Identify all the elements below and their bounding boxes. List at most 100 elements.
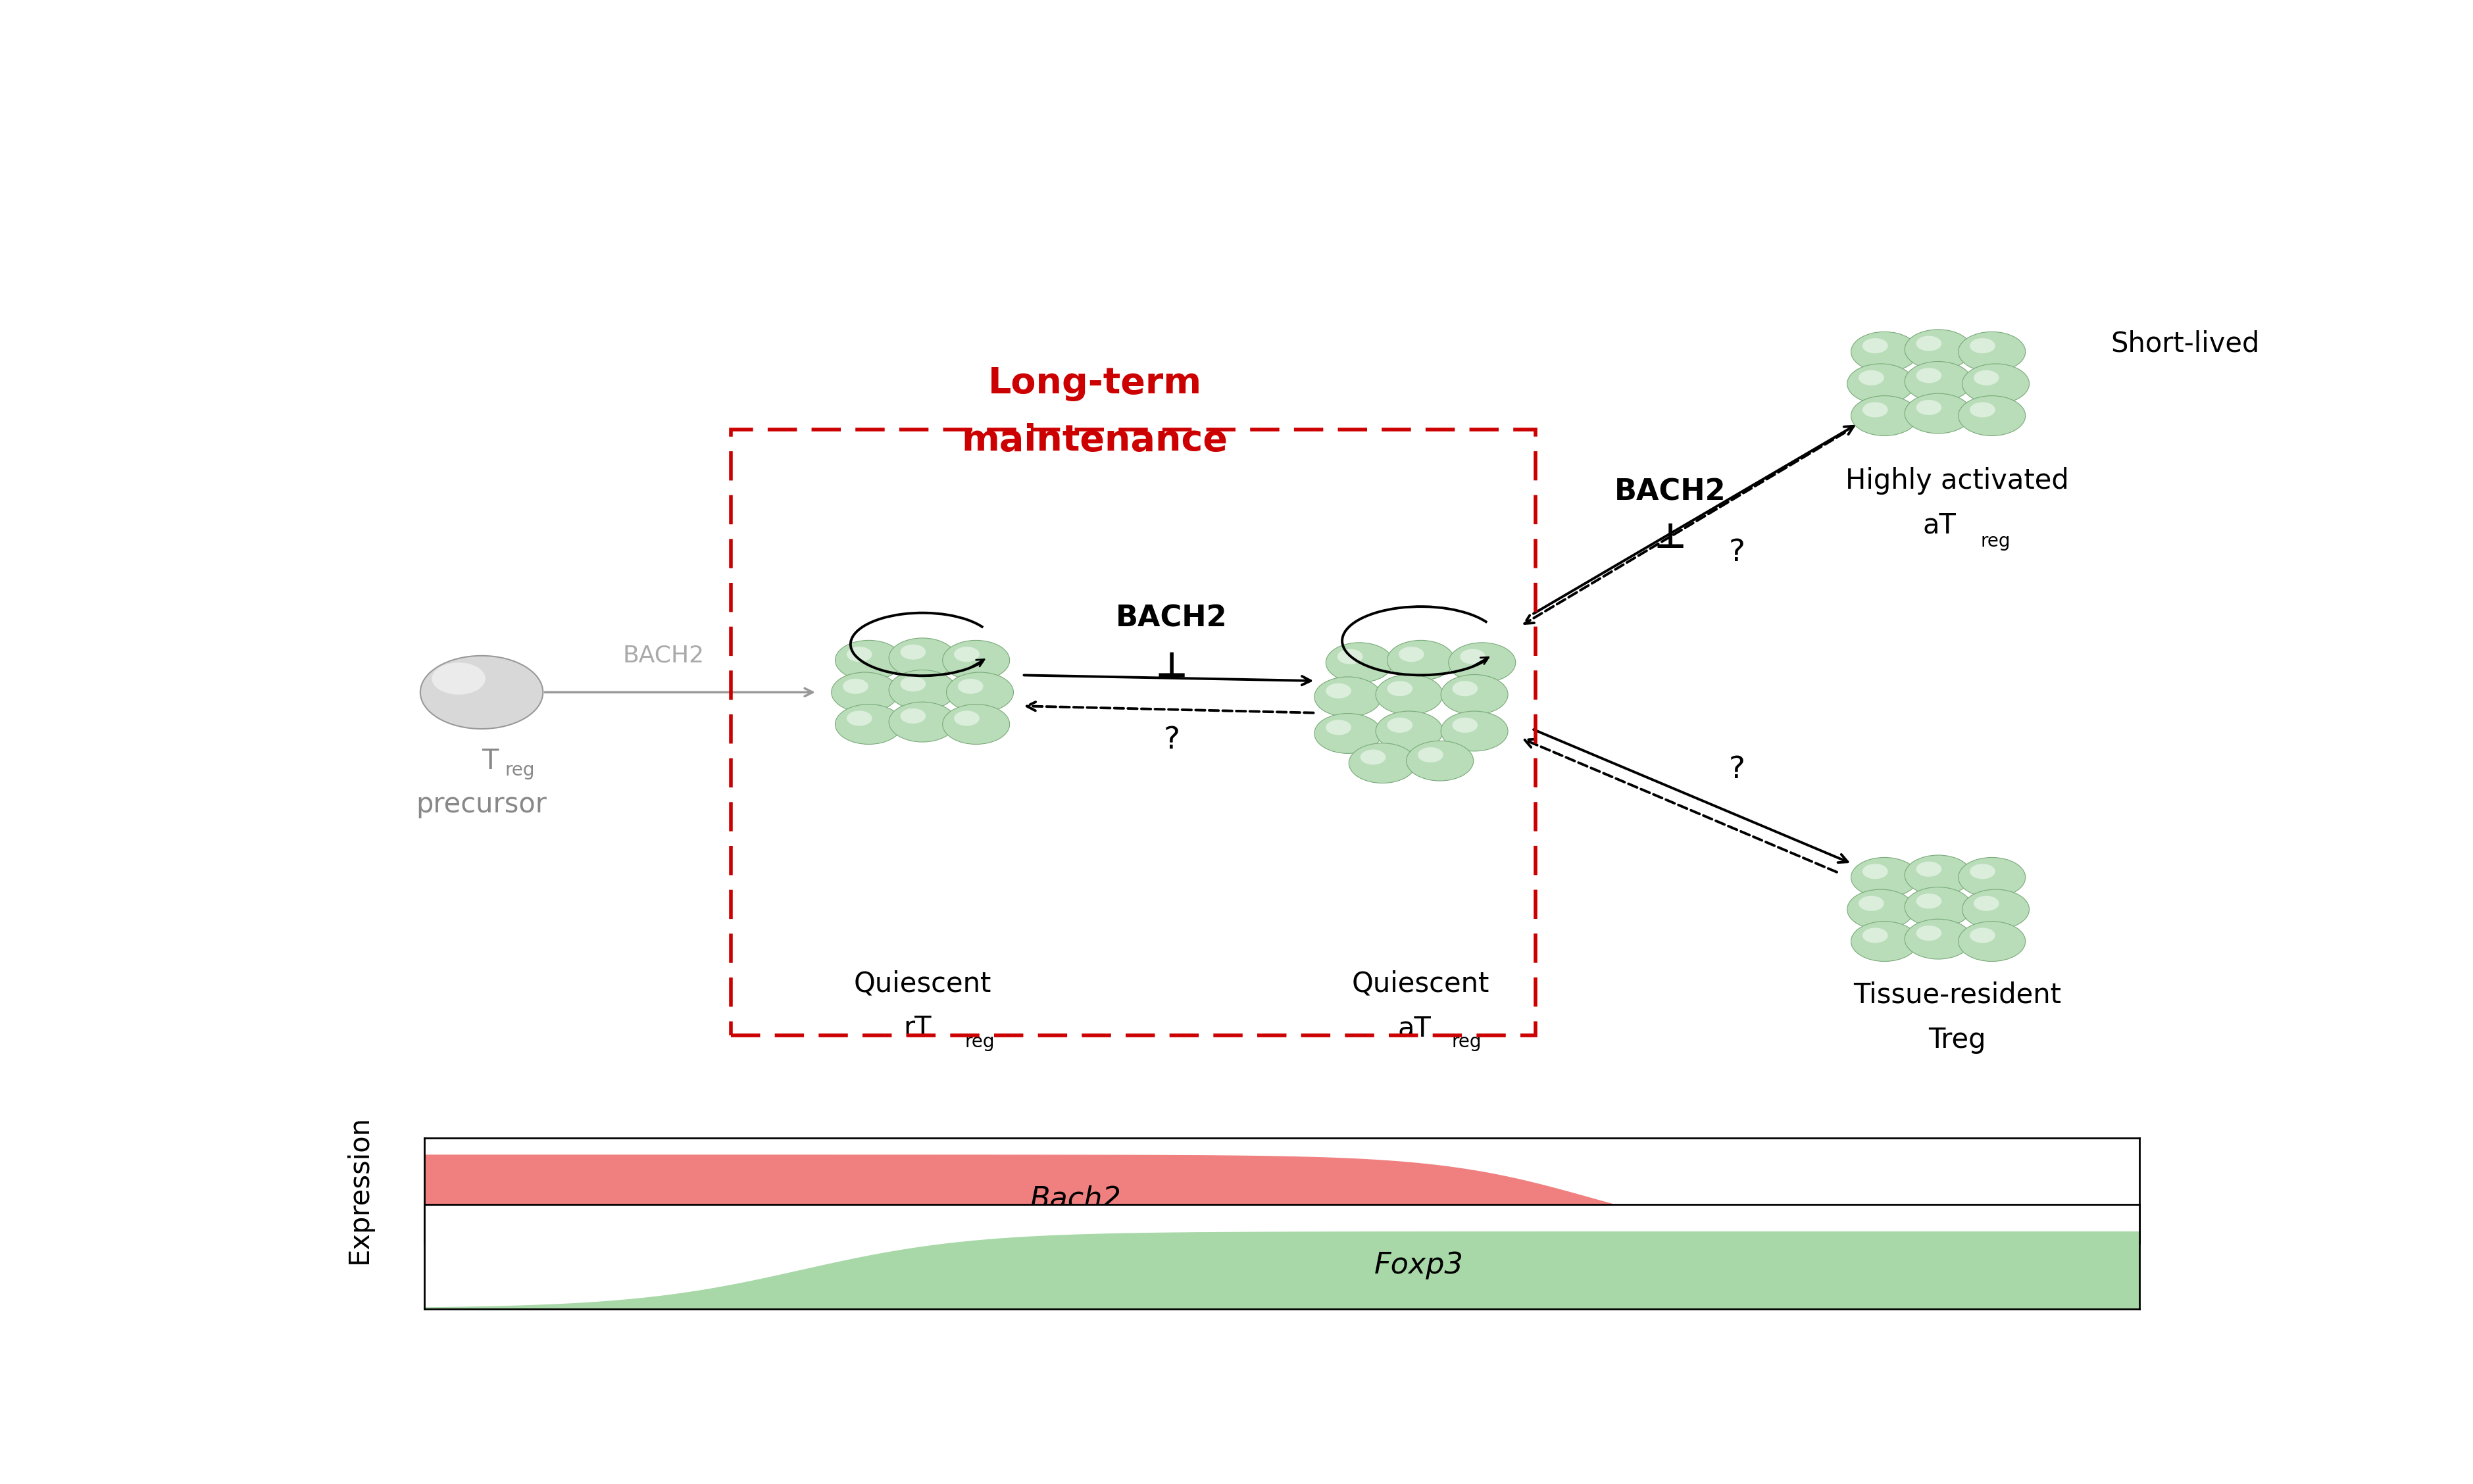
Circle shape xyxy=(1847,889,1914,929)
Circle shape xyxy=(942,705,1009,745)
Text: ⊥: ⊥ xyxy=(1654,521,1687,555)
Text: Highly activated: Highly activated xyxy=(1845,467,2070,494)
Circle shape xyxy=(1442,711,1509,751)
Circle shape xyxy=(1348,743,1417,784)
Circle shape xyxy=(1449,643,1516,683)
Circle shape xyxy=(1326,643,1392,683)
Circle shape xyxy=(1860,896,1884,911)
Circle shape xyxy=(900,677,925,692)
Circle shape xyxy=(1904,887,1971,928)
Circle shape xyxy=(1917,862,1941,877)
Text: reg: reg xyxy=(504,761,534,779)
Circle shape xyxy=(1904,329,1971,370)
Text: BACH2: BACH2 xyxy=(1615,478,1726,506)
Circle shape xyxy=(1969,338,1996,353)
Circle shape xyxy=(836,640,903,680)
Circle shape xyxy=(1917,399,1941,416)
Circle shape xyxy=(1313,714,1382,754)
Circle shape xyxy=(1904,362,1971,402)
Text: maintenance: maintenance xyxy=(962,423,1229,459)
Text: ?: ? xyxy=(1729,539,1746,568)
Circle shape xyxy=(1973,370,1998,386)
Text: BACH2: BACH2 xyxy=(623,644,705,666)
Text: Short-lived: Short-lived xyxy=(2112,329,2260,358)
Text: Quiescent: Quiescent xyxy=(1353,971,1489,997)
Circle shape xyxy=(1850,922,1919,962)
Text: reg: reg xyxy=(964,1033,994,1051)
Circle shape xyxy=(846,647,873,662)
Circle shape xyxy=(1973,896,1998,911)
Circle shape xyxy=(1959,922,2025,962)
Circle shape xyxy=(1961,889,2030,929)
Bar xyxy=(732,429,1536,1036)
Circle shape xyxy=(1904,393,1971,433)
Circle shape xyxy=(1961,364,2030,404)
Circle shape xyxy=(836,705,903,745)
Circle shape xyxy=(1459,649,1486,665)
Circle shape xyxy=(1917,926,1941,941)
Circle shape xyxy=(900,708,925,724)
Circle shape xyxy=(947,672,1014,712)
Circle shape xyxy=(1452,718,1479,733)
Circle shape xyxy=(1862,338,1887,353)
Circle shape xyxy=(1860,370,1884,386)
Text: Quiescent: Quiescent xyxy=(853,971,992,997)
Text: Long-term: Long-term xyxy=(989,367,1202,402)
Circle shape xyxy=(1917,335,1941,352)
Text: reg: reg xyxy=(1452,1033,1481,1051)
Text: reg: reg xyxy=(1981,533,2011,551)
Circle shape xyxy=(1969,864,1996,879)
Circle shape xyxy=(1969,402,1996,417)
Circle shape xyxy=(942,640,1009,680)
Circle shape xyxy=(1862,864,1887,879)
Text: Tissue-resident: Tissue-resident xyxy=(1852,981,2062,1009)
Text: ?: ? xyxy=(1729,755,1746,785)
Circle shape xyxy=(1417,748,1444,763)
Circle shape xyxy=(1904,855,1971,895)
Text: aT: aT xyxy=(1397,1015,1432,1042)
Circle shape xyxy=(1862,928,1887,942)
Circle shape xyxy=(888,669,957,709)
Circle shape xyxy=(1850,396,1919,436)
Text: ⊥: ⊥ xyxy=(1155,650,1187,684)
Circle shape xyxy=(433,662,485,695)
Circle shape xyxy=(1442,675,1509,715)
Circle shape xyxy=(1847,364,1914,404)
Circle shape xyxy=(1375,675,1442,715)
Circle shape xyxy=(957,678,984,695)
Circle shape xyxy=(1338,649,1363,665)
Circle shape xyxy=(888,702,957,742)
Text: BACH2: BACH2 xyxy=(1115,604,1227,632)
Circle shape xyxy=(1387,681,1412,696)
Text: aT: aT xyxy=(1924,512,1956,539)
Circle shape xyxy=(1326,720,1350,735)
Circle shape xyxy=(1400,647,1424,662)
Circle shape xyxy=(1407,741,1474,781)
Circle shape xyxy=(1387,718,1412,733)
Text: Expression: Expression xyxy=(346,1114,373,1264)
Circle shape xyxy=(888,638,957,678)
Circle shape xyxy=(1360,749,1385,764)
Circle shape xyxy=(1313,677,1382,717)
Circle shape xyxy=(1959,858,2025,898)
Circle shape xyxy=(1452,681,1479,696)
Circle shape xyxy=(1959,332,2025,372)
Circle shape xyxy=(1326,683,1350,699)
Circle shape xyxy=(1850,858,1919,898)
Circle shape xyxy=(1904,919,1971,959)
Circle shape xyxy=(900,644,925,659)
Circle shape xyxy=(420,656,544,729)
Text: Treg: Treg xyxy=(1929,1025,1986,1054)
Circle shape xyxy=(1375,711,1442,751)
Circle shape xyxy=(843,678,868,695)
Circle shape xyxy=(831,672,898,712)
Circle shape xyxy=(955,711,979,726)
Circle shape xyxy=(1862,402,1887,417)
Text: T: T xyxy=(482,746,500,775)
Circle shape xyxy=(1959,396,2025,436)
Text: rT: rT xyxy=(903,1015,932,1042)
Text: precursor: precursor xyxy=(415,791,547,818)
Circle shape xyxy=(1850,332,1919,372)
Circle shape xyxy=(1387,640,1454,680)
Circle shape xyxy=(1917,368,1941,383)
